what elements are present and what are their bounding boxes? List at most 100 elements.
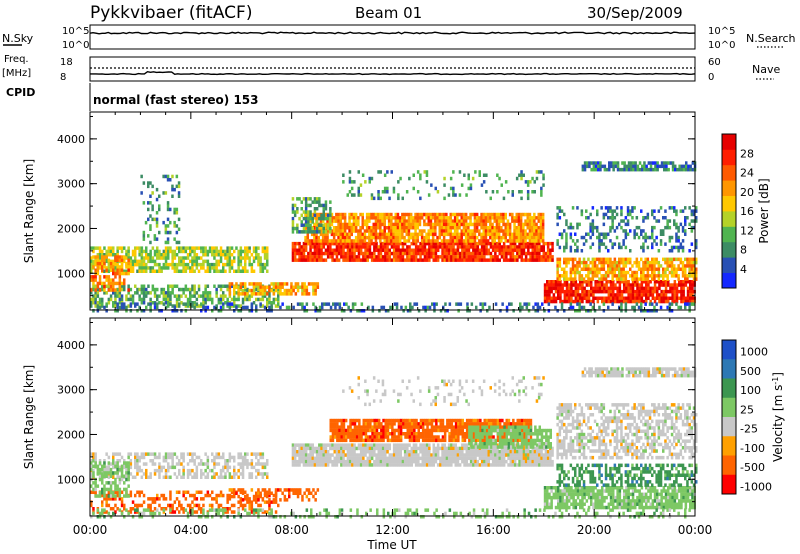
heatmap-cell: [645, 280, 648, 284]
heatmap-cell: [620, 296, 624, 300]
heatmap-cell: [565, 260, 568, 265]
heatmap-cell: [417, 251, 420, 256]
heatmap-cell: [655, 235, 658, 240]
heatmap-cell: [96, 301, 100, 305]
heatmap-cell: [558, 260, 562, 265]
heatmap-cell: [316, 309, 320, 313]
heatmap-cell: [626, 270, 630, 275]
y-tick-label: 2000: [57, 222, 85, 235]
heatmap-cell: [311, 230, 314, 234]
heatmap-cell: [384, 241, 387, 246]
heatmap-cell: [587, 264, 590, 268]
heatmap-cell: [563, 245, 566, 250]
heatmap-cell: [180, 309, 183, 313]
heatmap-cell: [462, 222, 466, 227]
heatmap-cell: [494, 245, 497, 249]
heatmap-cell: [134, 253, 137, 257]
heatmap-cell: [175, 174, 179, 179]
heatmap-cell: [142, 249, 146, 254]
heatmap-cell: [679, 260, 683, 265]
heatmap-cell: [382, 305, 386, 310]
heatmap-cell: [644, 216, 647, 220]
heatmap-cell: [149, 214, 152, 218]
heatmap-cell: [191, 468, 194, 473]
heatmap-cell: [197, 507, 201, 511]
heatmap-cell: [576, 289, 580, 294]
heatmap-cell: [454, 241, 457, 246]
heatmap-cell: [250, 253, 254, 257]
heatmap-cell: [228, 285, 232, 289]
heatmap-cell: [587, 289, 591, 294]
heatmap-cell: [96, 287, 100, 292]
heatmap-cell: [257, 256, 260, 260]
heatmap-cell: [118, 246, 122, 250]
heatmap-cell: [202, 305, 205, 310]
heatmap-cell: [268, 503, 271, 508]
heatmap-cell: [581, 296, 584, 300]
heatmap-cell: [646, 260, 650, 265]
heatmap-cell: [211, 262, 214, 267]
heatmap-cell: [118, 494, 122, 498]
heatmap-cell: [651, 267, 654, 271]
heatmap-cell: [513, 248, 517, 252]
heatmap-cell: [302, 241, 306, 246]
heatmap-cell: [491, 245, 495, 249]
heatmap-cell: [90, 301, 93, 305]
heatmap-cell: [182, 507, 185, 511]
heatmap-cell: [587, 293, 591, 297]
heatmap-cell: [277, 285, 280, 289]
heatmap-cell: [658, 280, 661, 284]
heatmap-cell: [596, 296, 600, 300]
heatmap-cell: [684, 216, 687, 220]
heatmap-cell: [268, 500, 271, 504]
heatmap-cell: [407, 212, 411, 217]
heatmap-cell: [237, 468, 240, 473]
heatmap-cell: [612, 299, 615, 304]
heatmap-cell: [515, 176, 519, 181]
heatmap-cell: [469, 216, 472, 220]
heatmap-cell: [640, 299, 644, 304]
heatmap-cell: [127, 258, 130, 263]
heatmap-cell: [620, 219, 623, 223]
heatmap-cell: [114, 452, 117, 456]
heatmap-cell: [332, 302, 335, 306]
heatmap-cell: [602, 309, 606, 313]
heatmap-cell: [497, 232, 501, 237]
heatmap-cell: [569, 249, 573, 253]
heatmap-cell: [571, 264, 575, 268]
heatmap-cell: [420, 232, 424, 237]
heatmap-cell: [167, 304, 170, 308]
heatmap-cell: [653, 267, 656, 271]
heatmap-cell: [341, 212, 345, 217]
heatmap-cell: [469, 239, 472, 243]
heatmap-cell: [629, 293, 633, 297]
heatmap-cell: [105, 471, 108, 475]
heatmap-cell: [425, 232, 428, 237]
heatmap-cell: [239, 249, 243, 254]
heatmap-cell: [250, 288, 254, 293]
heatmap-cell: [112, 281, 115, 286]
heatmap-cell: [147, 184, 150, 189]
heatmap-cell: [428, 241, 431, 246]
heatmap-cell: [482, 235, 485, 240]
heatmap-cell: [239, 269, 243, 273]
heatmap-cell: [180, 249, 183, 254]
heatmap-cell: [211, 497, 214, 501]
heatmap-cell: [116, 281, 119, 286]
heatmap-cell: [125, 256, 128, 260]
heatmap-cell: [193, 459, 196, 463]
heatmap-cell: [636, 164, 640, 169]
heatmap-cell: [484, 239, 488, 243]
heatmap-cell: [277, 503, 280, 508]
heatmap-cell: [233, 269, 236, 273]
heatmap-cell: [593, 257, 597, 262]
heatmap-cell: [114, 477, 117, 482]
heatmap-cell: [186, 462, 190, 466]
heatmap-cell: [118, 477, 122, 482]
heatmap-cell: [513, 239, 516, 243]
heatmap-cell: [520, 196, 523, 201]
heatmap-cell: [624, 309, 628, 313]
heatmap-cell: [379, 258, 383, 262]
heatmap-cell: [640, 296, 644, 300]
heatmap-cell: [475, 235, 479, 240]
